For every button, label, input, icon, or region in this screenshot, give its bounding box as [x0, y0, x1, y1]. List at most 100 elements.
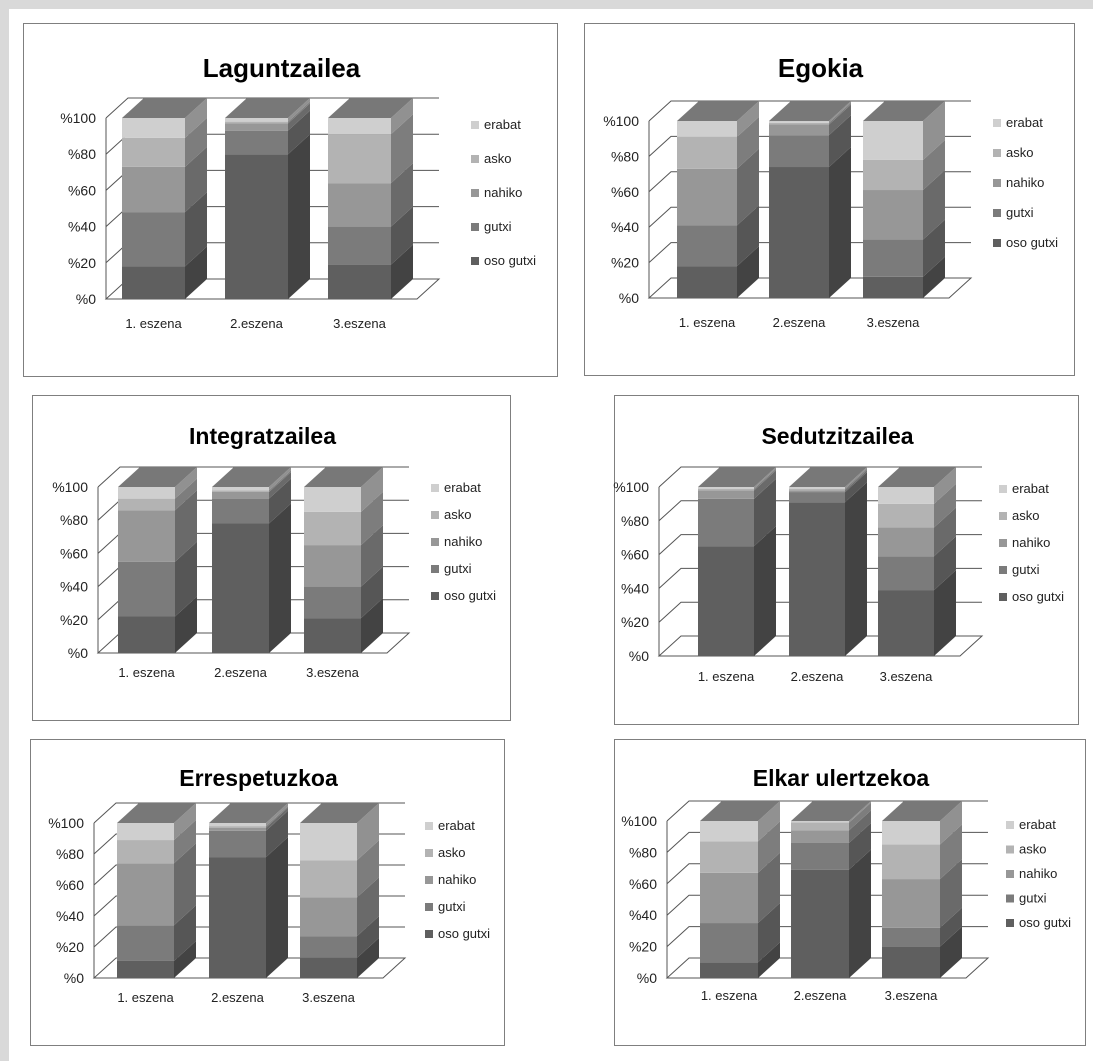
bar-segment-3-eszena-nahiko	[878, 507, 956, 557]
bar-segment-1-eszena-nahiko	[118, 490, 197, 562]
bar-top-face	[117, 803, 196, 823]
legend-swatch	[471, 257, 479, 265]
chart-panel-laguntzailea: Laguntzailea %0 %20 %40 %60 %80 %100 1. eszena 2…	[23, 23, 558, 377]
bar-segment-3-eszena-gutxi	[882, 907, 962, 947]
bar-top-face	[878, 467, 956, 487]
y-tick-label: %80	[60, 512, 88, 528]
x-category-label: 2.eszena	[773, 315, 827, 330]
bar-segment-3-eszena-asko	[863, 139, 945, 191]
legend-label: nahiko	[484, 185, 522, 200]
bar-segment-2-eszena-nahiko	[212, 471, 291, 499]
legend-swatch	[999, 566, 1007, 574]
bar-segment-3-eszena-erabat	[304, 467, 383, 512]
legend-swatch	[431, 565, 439, 573]
y-tick-label: %40	[56, 908, 84, 924]
bar-segment-2-eszena-erabat	[791, 801, 871, 823]
x-category-label: 3.eszena	[306, 665, 360, 680]
bar-segment-1-eszena-erabat	[677, 101, 759, 137]
bar-segment-1-eszena-asko	[700, 821, 780, 873]
legend-label: oso gutxi	[1006, 235, 1058, 250]
bar-segment-1-eszena-oso-gutxi	[122, 246, 207, 299]
legend-label: nahiko	[1012, 535, 1050, 550]
legend-swatch	[431, 511, 439, 519]
x-category-label: 1. eszena	[117, 990, 174, 1005]
y-tick-label: %60	[68, 182, 96, 198]
legend-swatch	[431, 592, 439, 600]
y-tick-label: %100	[603, 113, 639, 129]
bar-segment-2-eszena-oso-gutxi	[789, 482, 867, 656]
x-category-label: 1. eszena	[701, 988, 758, 1003]
x-category-label: 1. eszena	[679, 315, 736, 330]
bar-segment-3-eszena-oso-gutxi	[878, 570, 956, 656]
bar-top-face	[677, 101, 759, 121]
legend-label: nahiko	[1006, 175, 1044, 190]
bar-segment-3-eszena-asko	[878, 483, 956, 528]
bar-top-face	[225, 98, 310, 118]
x-category-label: 3.eszena	[302, 990, 356, 1005]
bar-segment-1-eszena-erabat	[700, 801, 780, 842]
bar-segment-3-eszena-oso-gutxi	[882, 926, 962, 978]
legend-swatch	[471, 121, 479, 129]
bar-top-face	[212, 467, 291, 487]
legend-label: gutxi	[444, 561, 472, 576]
bar-segment-2-eszena-nahiko	[209, 807, 288, 831]
bar-segment-1-eszena-erabat	[698, 467, 776, 489]
y-tick-label: %40	[621, 580, 649, 596]
y-tick-label: %100	[60, 110, 96, 126]
legend-swatch	[425, 876, 433, 884]
bar-top-face	[328, 98, 413, 118]
bar-segment-1-eszena-gutxi	[677, 205, 759, 267]
legend-swatch	[1006, 894, 1014, 903]
legend-swatch	[993, 179, 1001, 187]
y-tick-label: %80	[629, 844, 657, 860]
bar-segment-3-eszena-oso-gutxi	[304, 598, 383, 653]
bar-segment-1-eszena-nahiko	[698, 470, 776, 499]
y-tick-label: %60	[60, 545, 88, 561]
bar-segment-2-eszena-gutxi	[789, 472, 867, 503]
bar-segment-3-eszena-oso-gutxi	[863, 256, 945, 298]
chart-title: Elkar ulertzekoa	[753, 765, 930, 791]
bar-segment-3-eszena-nahiko	[304, 525, 383, 587]
bar-segment-2-eszena-asko	[791, 802, 871, 831]
bar-segment-3-eszena-asko	[882, 824, 962, 880]
y-tick-label: %40	[68, 219, 96, 235]
legend-swatch	[999, 539, 1007, 547]
bar-top-face	[300, 803, 379, 823]
legend-swatch	[425, 849, 433, 857]
chart-panel-errespetuzkoa: Errespetuzkoa %0 %20 %40 %60 %80 %100 1. eszena…	[30, 739, 505, 1046]
chart-title: Egokia	[778, 53, 864, 83]
bar-segment-1-eszena-nahiko	[700, 852, 780, 924]
y-tick-label: %0	[637, 970, 657, 986]
bar-segment-3-eszena-nahiko	[328, 163, 413, 227]
bar-segment-2-eszena-nahiko	[791, 810, 871, 843]
bar-segment-1-eszena-erabat	[122, 98, 207, 138]
bar-segment-2-eszena-oso-gutxi	[212, 503, 291, 653]
bar-top-face	[882, 801, 962, 821]
legend-label: oso gutxi	[438, 926, 490, 941]
gridline	[666, 800, 988, 822]
legend-label: oso gutxi	[1019, 915, 1071, 930]
y-tick-label: %20	[621, 614, 649, 630]
bar-segment-2-eszena-erabat	[769, 101, 851, 123]
x-category-label: 2.eszena	[794, 988, 848, 1003]
legend-label: oso gutxi	[1012, 589, 1064, 604]
x-category-label: 2.eszena	[230, 316, 284, 331]
bar-segment-3-eszena-nahiko	[882, 859, 962, 928]
legend-label: nahiko	[444, 534, 482, 549]
bar-top-face	[789, 467, 867, 487]
chart-panel-sedutzitzailea: Sedutzitzailea %0 %20 %40 %60 %80 %100 1. eszen…	[613, 395, 1079, 725]
bar-top-face	[122, 98, 207, 118]
chart-title: Sedutzitzailea	[761, 423, 913, 449]
y-tick-label: %40	[629, 907, 657, 923]
legend-swatch	[471, 155, 479, 163]
x-category-label: 2.eszena	[211, 990, 265, 1005]
y-tick-label: %80	[621, 513, 649, 529]
legend-swatch	[425, 903, 433, 911]
bar-segment-3-eszena-erabat	[878, 467, 956, 504]
x-category-label: 2.eszena	[791, 669, 845, 684]
legend-label: erabat	[1019, 817, 1056, 832]
bar-top-face	[209, 803, 288, 823]
bar-segment-1-eszena-asko	[118, 478, 197, 511]
legend-label: asko	[484, 151, 511, 166]
